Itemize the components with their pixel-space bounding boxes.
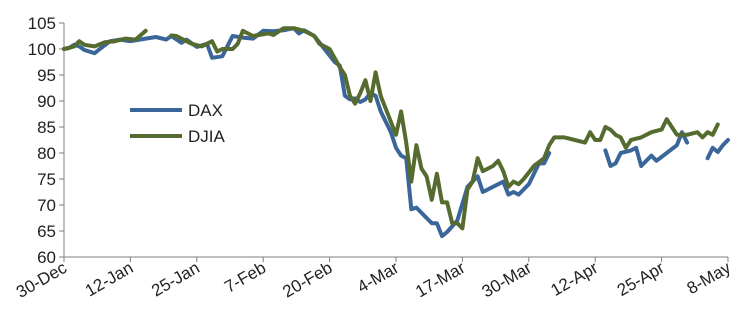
y-axis: 60 65 70 75 80 85 90 95 100 105 xyxy=(28,14,65,267)
x-axis: 30-Dec 12-Jan 25-Jan 7-Feb 20-Feb 4-Mar 17-Mar… xyxy=(13,256,735,302)
series-djia-line xyxy=(62,28,148,51)
y-tick-label: 85 xyxy=(37,118,56,137)
x-tick-label: 25-Jan xyxy=(148,258,203,300)
series-dax-line xyxy=(603,130,690,168)
legend-label-dax: DAX xyxy=(188,101,223,120)
y-tick-label: 90 xyxy=(37,92,56,111)
y-tick-label: 105 xyxy=(28,14,56,33)
x-tick-label: 8-May xyxy=(684,258,735,298)
y-tick-label: 65 xyxy=(37,222,56,241)
series-dax-line xyxy=(705,138,730,161)
y-tick-label: 80 xyxy=(37,144,56,163)
x-tick-label: 30-Mar xyxy=(479,258,535,302)
legend: DAX DJIA xyxy=(130,101,226,146)
x-tick-label: 25-Apr xyxy=(614,258,668,300)
series-layer xyxy=(62,26,730,239)
legend-label-djia: DJIA xyxy=(188,127,226,146)
x-tick-label: 4-Mar xyxy=(354,258,402,297)
x-tick-label: 12-Apr xyxy=(548,258,602,300)
series-dax-line xyxy=(62,26,552,239)
y-tick-label: 95 xyxy=(37,66,56,85)
series-djia-line xyxy=(169,26,720,231)
y-tick-label: 60 xyxy=(37,248,56,267)
x-tick-label: 20-Feb xyxy=(279,258,335,301)
y-tick-label: 100 xyxy=(28,40,56,59)
x-tick-label: 17-Mar xyxy=(412,258,468,302)
y-tick-label: 70 xyxy=(37,196,56,215)
x-tick-label: 12-Jan xyxy=(82,258,137,300)
y-tick-label: 75 xyxy=(37,170,56,189)
series-djia xyxy=(62,26,720,231)
x-tick-label: 7-Feb xyxy=(221,258,269,297)
